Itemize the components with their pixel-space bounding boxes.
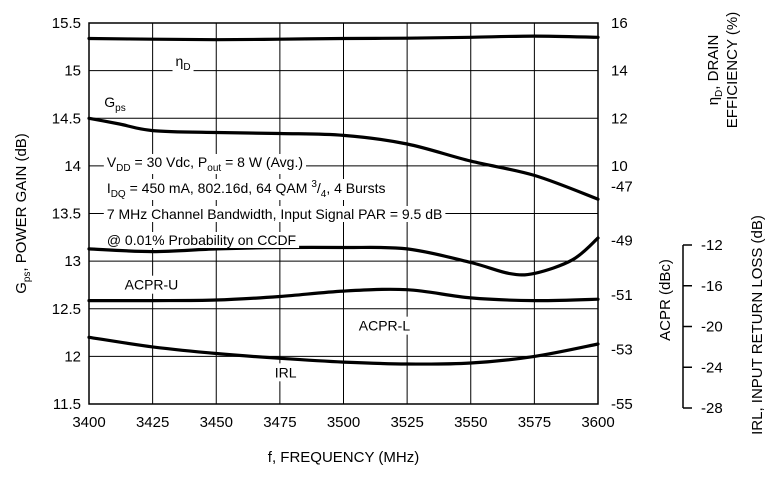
- left-tick-label: 12: [64, 348, 81, 365]
- curve-label-background: [101, 92, 129, 115]
- tick-labels: 3400 3425 3450 3475 3500 3525 3550 3575 3600 15.5…: [52, 15, 633, 431]
- acpr-lower-curve: [87, 287, 600, 303]
- irl-axis: -12 -16 -20 -24 -28: [682, 237, 723, 417]
- left-tick-label: 12.5: [52, 301, 81, 318]
- acpr-tick-label: -49: [611, 233, 633, 250]
- left-tick-label: 13: [64, 253, 81, 270]
- curve-label: ηD: [172, 51, 194, 74]
- efficiency-tick-label: 16: [611, 15, 628, 32]
- condition-line: VDD = 30 Vdc, Pout = 8 W (Avg.): [103, 154, 307, 174]
- x-tick-label: 3575: [518, 414, 551, 431]
- left-tick-label: 15.5: [52, 15, 81, 32]
- condition-line-background: [103, 154, 307, 174]
- left-tick-label: 11.5: [53, 396, 81, 413]
- x-axis-label: f, FREQUENCY (MHz): [268, 449, 419, 466]
- condition-line-background: [103, 206, 446, 222]
- curve-label-background: [271, 363, 300, 382]
- irl-tick-label: -24: [701, 359, 723, 376]
- plot-frame: [88, 22, 599, 405]
- curve-label: Gps: [101, 92, 129, 115]
- irl-tick-label: -20: [701, 319, 723, 336]
- condition-line: @ 0.01% Probability on CCDF: [103, 232, 300, 248]
- curve-label-text: ACPR-L: [359, 318, 411, 334]
- condition-line-text: IDQ = 450 mA, 802.16d, 64 QAM 3/4, 4 Bur…: [107, 179, 386, 200]
- irl-tick-label: -28: [701, 400, 723, 417]
- acpr-axis-label: ACPR (dBc): [657, 259, 674, 341]
- curve-label: IRL: [271, 363, 300, 382]
- x-tick-label: 3525: [390, 414, 423, 431]
- acpr-upper-curve: [87, 236, 600, 277]
- curve-label-background: [121, 275, 182, 294]
- condition-line-background: [103, 179, 389, 200]
- left-tick-label: 14: [64, 158, 81, 175]
- irl-curve: [87, 335, 600, 366]
- left-tick-label: 14.5: [52, 110, 81, 127]
- efficiency-axis-label-line2: EFFICIENCY (%): [724, 12, 741, 128]
- curve-label-background: [355, 316, 414, 335]
- x-tick-label: 3500: [327, 414, 360, 431]
- efficiency-curve: [87, 34, 600, 42]
- efficiency-axis-label-line1: ηD, DRAIN: [705, 35, 725, 106]
- curve-label-text: Gps: [104, 94, 125, 114]
- acpr-tick-label: -55: [611, 396, 633, 413]
- acpr-tick-label: -53: [611, 342, 633, 359]
- condition-line: 7 MHz Channel Bandwidth, Input Signal PA…: [103, 206, 446, 222]
- x-tick-label: 3425: [136, 414, 169, 431]
- left-tick-label: 15: [64, 63, 81, 80]
- condition-line-text: VDD = 30 Vdc, Pout = 8 W (Avg.): [107, 154, 303, 174]
- gain-curve: [87, 116, 600, 201]
- irl-axis-label: IRL, INPUT RETURN LOSS (dB): [749, 215, 766, 435]
- curve-label-background: [172, 51, 194, 74]
- curve-label-text: ηD: [176, 53, 191, 73]
- test-conditions: VDD = 30 Vdc, Pout = 8 W (Avg.) IDQ = 450…: [103, 154, 446, 248]
- curve-label: ACPR-L: [355, 316, 414, 335]
- irl-tick-label: -12: [701, 237, 723, 254]
- condition-line-text: @ 0.01% Probability on CCDF: [107, 232, 296, 248]
- curve-label-text: ACPR-U: [125, 277, 179, 293]
- efficiency-tick-label: 12: [611, 110, 628, 127]
- efficiency-tick-label: 10: [611, 158, 628, 175]
- curve-label-text: IRL: [275, 364, 297, 380]
- x-tick-label: 3450: [200, 414, 233, 431]
- left-axis-label: Gps, POWER GAIN (dB): [13, 133, 33, 294]
- x-tick-label: 3475: [263, 414, 296, 431]
- curve-label: ACPR-U: [121, 275, 182, 294]
- left-tick-label: 13.5: [52, 206, 81, 223]
- curve-labels: ηD Gps ACPR-U ACPR-L IRL: [101, 51, 414, 382]
- condition-line-background: [103, 232, 300, 248]
- efficiency-tick-label: 14: [611, 63, 628, 80]
- irl-tick-label: -16: [701, 278, 723, 295]
- condition-line-text: 7 MHz Channel Bandwidth, Input Signal PA…: [107, 206, 443, 222]
- x-tick-label: 3550: [454, 414, 487, 431]
- x-tick-label: 3400: [72, 414, 105, 431]
- acpr-tick-label: -47: [611, 178, 633, 195]
- x-tick-label: 3600: [581, 414, 614, 431]
- curves: [87, 34, 600, 366]
- acpr-tick-label: -51: [611, 287, 633, 304]
- condition-line: IDQ = 450 mA, 802.16d, 64 QAM 3/4, 4 Bur…: [103, 179, 389, 200]
